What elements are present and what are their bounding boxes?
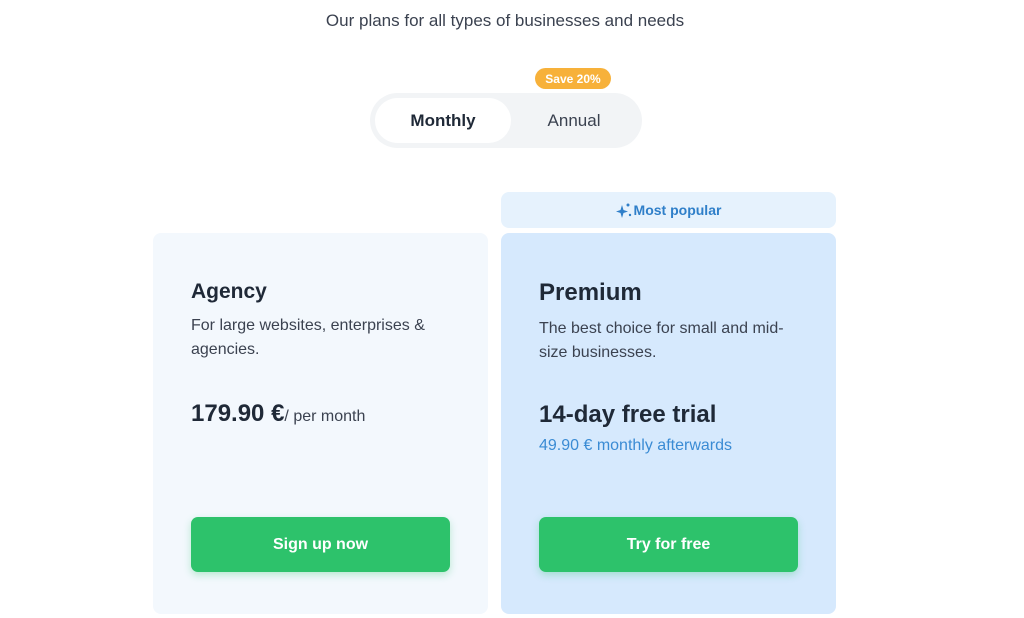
sign-up-button[interactable]: Sign up now — [191, 517, 450, 572]
sparkles-icon — [615, 203, 631, 218]
plan-name: Premium — [539, 279, 642, 306]
billing-option-annual[interactable]: Annual — [547, 110, 601, 130]
save-badge: Save 20% — [535, 68, 611, 89]
plan-card-premium: Premium The best choice for small and mi… — [501, 233, 836, 614]
plan-after-price: 49.90 € monthly afterwards — [539, 437, 732, 454]
try-for-free-button[interactable]: Try for free — [539, 517, 798, 572]
plan-name: Agency — [191, 280, 267, 303]
page-subtitle: Our plans for all types of businesses an… — [325, 11, 685, 30]
plan-card-agency: Agency For large websites, enterprises &… — [153, 233, 488, 614]
price-period: / per month — [284, 408, 366, 425]
plan-description: The best choice for small and mid-size b… — [539, 320, 784, 361]
plan-trial: 14-day free trial — [539, 401, 717, 428]
most-popular-banner: Most popular — [501, 192, 836, 228]
most-popular-label: Most popular — [633, 202, 722, 218]
price-amount: 179.90 € — [191, 400, 285, 427]
billing-option-monthly[interactable]: Monthly — [375, 98, 511, 143]
plan-price: 179.90 €/ per month — [191, 400, 450, 428]
billing-toggle[interactable]: Monthly Annual — [370, 93, 642, 148]
plan-description: For large websites, enterprises & agenci… — [191, 317, 425, 358]
